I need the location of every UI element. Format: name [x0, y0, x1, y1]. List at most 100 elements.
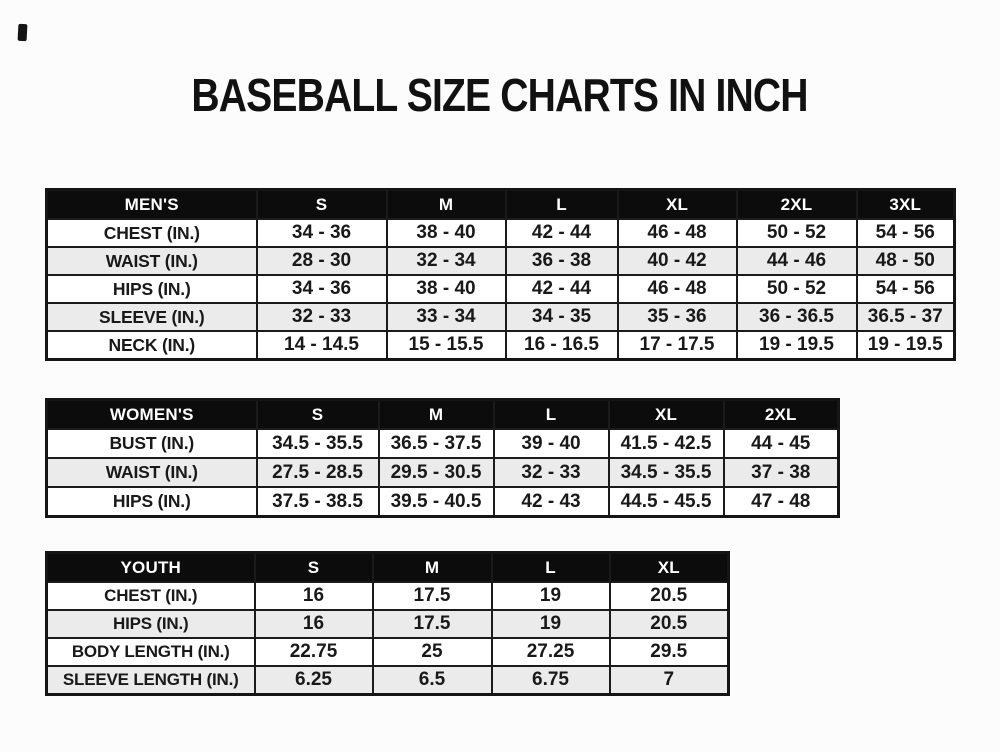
youth-table-row: HIPS (IN.) 16 17.5 19 20.5: [45, 609, 730, 639]
mens-size-header-cell: XL: [616, 188, 738, 220]
mens-value-cell: 34 - 35: [504, 302, 619, 332]
mens-value-cell: 38 - 40: [385, 218, 507, 248]
mens-value-cell: 17 - 17.5: [616, 330, 738, 361]
mens-value-cell: 42 - 44: [504, 218, 619, 248]
womens-size-header-cell: XL: [607, 398, 725, 430]
womens-table-row: WAIST (IN.) 27.5 - 28.5 29.5 - 30.5 32 - 33…: [45, 457, 840, 488]
youth-value-cell: 7: [608, 665, 730, 696]
mens-value-cell: 32 - 34: [385, 246, 507, 276]
mens-value-cell: 54 - 56: [855, 218, 956, 248]
youth-measure-label-cell: HIPS (IN.): [45, 609, 256, 639]
mens-size-header-cell: 3XL: [855, 188, 956, 220]
mens-value-cell: 34 - 36: [255, 218, 388, 248]
youth-value-cell: 19: [490, 609, 611, 639]
mens-value-cell: 28 - 30: [255, 246, 388, 276]
youth-value-cell: 16: [253, 581, 374, 611]
womens-size-header-cell: M: [377, 398, 495, 430]
womens-size-table: WOMEN'S S M L XL 2XL BUST (IN.) 34.5 - 35.5 36.5…: [45, 398, 840, 518]
mens-measure-label-cell: WAIST (IN.): [45, 246, 258, 276]
youth-measure-label-cell: SLEEVE LENGTH (IN.): [45, 665, 256, 696]
youth-size-header-cell: M: [371, 551, 493, 583]
youth-value-cell: 16: [253, 609, 374, 639]
youth-size-header-cell: XL: [608, 551, 730, 583]
youth-table-row: SLEEVE LENGTH (IN.) 6.25 6.5 6.75 7: [45, 665, 730, 696]
mens-size-table: MEN'S S M L XL 2XL 3XL CHEST (IN.) 34 - 36 38 - 4…: [45, 188, 956, 361]
womens-value-cell: 32 - 33: [492, 457, 610, 488]
mens-measure-label-cell: SLEEVE (IN.): [45, 302, 258, 332]
youth-measure-label-cell: BODY LENGTH (IN.): [45, 637, 256, 667]
mens-value-cell: 35 - 36: [616, 302, 738, 332]
youth-measure-label-cell: CHEST (IN.): [45, 581, 256, 611]
womens-value-cell: 42 - 43: [492, 486, 610, 518]
youth-value-cell: 6.75: [490, 665, 611, 696]
youth-group-header-cell: YOUTH: [45, 551, 256, 583]
mens-value-cell: 50 - 52: [735, 218, 858, 248]
mens-value-cell: 19 - 19.5: [855, 330, 956, 361]
womens-table-row: BUST (IN.) 34.5 - 35.5 36.5 - 37.5 39 - 40 4…: [45, 428, 840, 459]
mens-table-row: WAIST (IN.) 28 - 30 32 - 34 36 - 38 40 - 42 4…: [45, 246, 956, 276]
youth-value-cell: 29.5: [608, 637, 730, 667]
womens-header-row: WOMEN'S S M L XL 2XL: [45, 398, 840, 430]
youth-value-cell: 20.5: [608, 581, 730, 611]
youth-value-cell: 6.25: [253, 665, 374, 696]
mens-value-cell: 44 - 46: [735, 246, 858, 276]
youth-header-row: YOUTH S M L XL: [45, 551, 730, 583]
mens-size-header-cell: S: [255, 188, 388, 220]
mens-measure-label-cell: HIPS (IN.): [45, 274, 258, 304]
mens-table-row: CHEST (IN.) 34 - 36 38 - 40 42 - 44 46 - 48 5…: [45, 218, 956, 248]
womens-value-cell: 29.5 - 30.5: [377, 457, 495, 488]
mens-value-cell: 16 - 16.5: [504, 330, 619, 361]
womens-measure-label-cell: BUST (IN.): [45, 428, 258, 459]
mens-value-cell: 15 - 15.5: [385, 330, 507, 361]
womens-value-cell: 47 - 48: [722, 486, 840, 518]
mens-value-cell: 36.5 - 37: [855, 302, 956, 332]
youth-value-cell: 19: [490, 581, 611, 611]
mens-value-cell: 33 - 34: [385, 302, 507, 332]
youth-size-header-cell: S: [253, 551, 374, 583]
womens-value-cell: 34.5 - 35.5: [607, 457, 725, 488]
womens-value-cell: 39.5 - 40.5: [377, 486, 495, 518]
mens-size-header-cell: L: [504, 188, 619, 220]
mens-table-row: SLEEVE (IN.) 32 - 33 33 - 34 34 - 35 35 - 36…: [45, 302, 956, 332]
mens-value-cell: 32 - 33: [255, 302, 388, 332]
youth-value-cell: 6.5: [371, 665, 493, 696]
mens-value-cell: 40 - 42: [616, 246, 738, 276]
womens-value-cell: 37.5 - 38.5: [255, 486, 380, 518]
womens-group-header-cell: WOMEN'S: [45, 398, 258, 430]
mens-value-cell: 48 - 50: [855, 246, 956, 276]
womens-table-row: HIPS (IN.) 37.5 - 38.5 39.5 - 40.5 42 - 43 4…: [45, 486, 840, 518]
youth-value-cell: 17.5: [371, 609, 493, 639]
mens-table-row: HIPS (IN.) 34 - 36 38 - 40 42 - 44 46 - 48 50…: [45, 274, 956, 304]
womens-measure-label-cell: HIPS (IN.): [45, 486, 258, 518]
mens-value-cell: 46 - 48: [616, 274, 738, 304]
mens-size-header-cell: M: [385, 188, 507, 220]
scan-artifact: [17, 23, 28, 42]
mens-value-cell: 36 - 36.5: [735, 302, 858, 332]
mens-value-cell: 42 - 44: [504, 274, 619, 304]
mens-value-cell: 14 - 14.5: [255, 330, 388, 361]
womens-size-header-cell: L: [492, 398, 610, 430]
youth-size-table: YOUTH S M L XL CHEST (IN.) 16 17.5 19 20.5 HIPS (I…: [45, 551, 730, 696]
womens-value-cell: 27.5 - 28.5: [255, 457, 380, 488]
womens-value-cell: 44 - 45: [722, 428, 840, 459]
womens-size-header-cell: S: [255, 398, 380, 430]
youth-value-cell: 25: [371, 637, 493, 667]
mens-measure-label-cell: CHEST (IN.): [45, 218, 258, 248]
youth-value-cell: 20.5: [608, 609, 730, 639]
womens-value-cell: 34.5 - 35.5: [255, 428, 380, 459]
youth-size-header-cell: L: [490, 551, 611, 583]
youth-value-cell: 22.75: [253, 637, 374, 667]
womens-value-cell: 36.5 - 37.5: [377, 428, 495, 459]
womens-size-header-cell: 2XL: [722, 398, 840, 430]
mens-size-header-cell: 2XL: [735, 188, 858, 220]
mens-measure-label-cell: NECK (IN.): [45, 330, 258, 361]
mens-value-cell: 19 - 19.5: [735, 330, 858, 361]
womens-value-cell: 37 - 38: [722, 457, 840, 488]
mens-value-cell: 54 - 56: [855, 274, 956, 304]
mens-value-cell: 46 - 48: [616, 218, 738, 248]
mens-value-cell: 36 - 38: [504, 246, 619, 276]
mens-value-cell: 34 - 36: [255, 274, 388, 304]
womens-value-cell: 39 - 40: [492, 428, 610, 459]
mens-value-cell: 50 - 52: [735, 274, 858, 304]
youth-value-cell: 27.25: [490, 637, 611, 667]
